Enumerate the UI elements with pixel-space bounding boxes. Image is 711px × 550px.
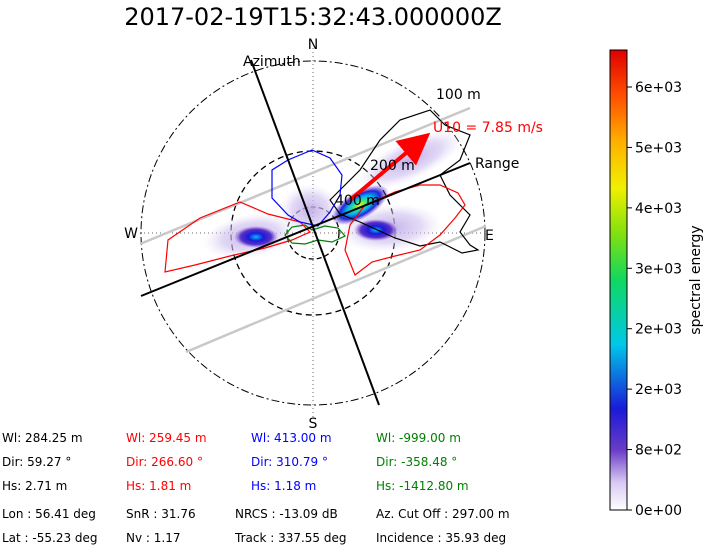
colorbar-tick-label: 8e+02 [635, 443, 682, 459]
energy-peak-ne [331, 184, 389, 226]
chart-title: 2017-02-19T15:32:43.000000Z [124, 3, 502, 31]
colorbar-tick-label: 2e+03 [635, 382, 682, 398]
stats-table: Wl: 284.25 m Dir: 59.27 ° Hs: 2.71 m Wl: 25… [2, 431, 469, 493]
stat-cell: Dir: 266.60 ° [126, 455, 203, 469]
meta-cell: Lon : 56.41 deg [2, 507, 96, 521]
colorbar-tick-label: 6e+03 [635, 80, 682, 96]
meta-cell: Incidence : 35.93 deg [376, 531, 506, 545]
azimuth-axis [250, 59, 380, 406]
contour-partition-3 [284, 224, 346, 245]
colorbar-tick-label: 2e+03 [635, 322, 682, 338]
stat-cell: Dir: 59.27 ° [2, 455, 71, 469]
contour-partition-2 [271, 149, 343, 227]
stat-cell: Hs: -1412.80 m [376, 479, 469, 493]
meta-cell: Nv : 1.17 [126, 531, 180, 545]
compass-n: N [308, 37, 318, 53]
meta-cell: Lat : -55.23 deg [2, 531, 98, 545]
meta-table: Lon : 56.41 deg SnR : 31.76 NRCS : -13.09 … [2, 507, 510, 545]
contour-total [329, 109, 480, 254]
compass-w: W [124, 226, 138, 242]
colorbar-tick-label: 4e+03 [635, 201, 682, 217]
colorbar-ticks: 0e+00 8e+02 2e+03 2e+03 3e+03 4e+03 5e+03 6e+03 [627, 80, 682, 519]
stat-cell: Hs: 1.18 m [251, 479, 316, 493]
stat-cell: Dir: 310.79 ° [251, 455, 328, 469]
ring-label-200: 200 m [370, 158, 415, 174]
colorbar-gradient [609, 49, 628, 511]
colorbar-tick-label: 0e+00 [635, 503, 682, 519]
energy-peak-west [234, 226, 278, 248]
colorbar-label: spectral energy [688, 225, 704, 334]
meta-cell: NRCS : -13.09 dB [235, 507, 338, 521]
meta-cell: Az. Cut Off : 297.00 m [376, 507, 510, 521]
range-axis [140, 162, 471, 297]
compass-s: S [309, 416, 318, 432]
wind-arrow [348, 132, 431, 202]
wind-label: U10 = 7.85 m/s [433, 120, 543, 136]
stat-cell: Wl: 259.45 m [126, 431, 207, 445]
energy-halo-center [280, 184, 340, 236]
colorbar-tick-label: 5e+03 [635, 140, 682, 156]
stat-cell: Dir: -358.48 ° [376, 455, 457, 469]
stat-cell: Hs: 1.81 m [126, 479, 191, 493]
azimuth-label: Azimuth [243, 54, 301, 70]
stat-cell: Wl: 413.00 m [251, 431, 332, 445]
stat-cell: Wl: 284.25 m [2, 431, 83, 445]
meta-cell: SnR : 31.76 [126, 507, 196, 521]
colorbar-tick-label: 3e+03 [635, 261, 682, 277]
ring-label-400: 400 m [335, 193, 380, 209]
colorbar: 0e+00 8e+02 2e+03 2e+03 3e+03 4e+03 5e+03 6e+03… [609, 49, 704, 519]
ring-label-100: 100 m [436, 87, 481, 103]
polar-plot: N S W E Azimuth Range 100 m 200 m 400 m … [124, 37, 543, 432]
stat-cell: Hs: 2.71 m [2, 479, 67, 493]
range-label: Range [475, 156, 519, 172]
compass-e: E [485, 228, 494, 244]
stat-cell: Wl: -999.00 m [376, 431, 461, 445]
meta-cell: Track : 337.55 deg [234, 531, 347, 545]
